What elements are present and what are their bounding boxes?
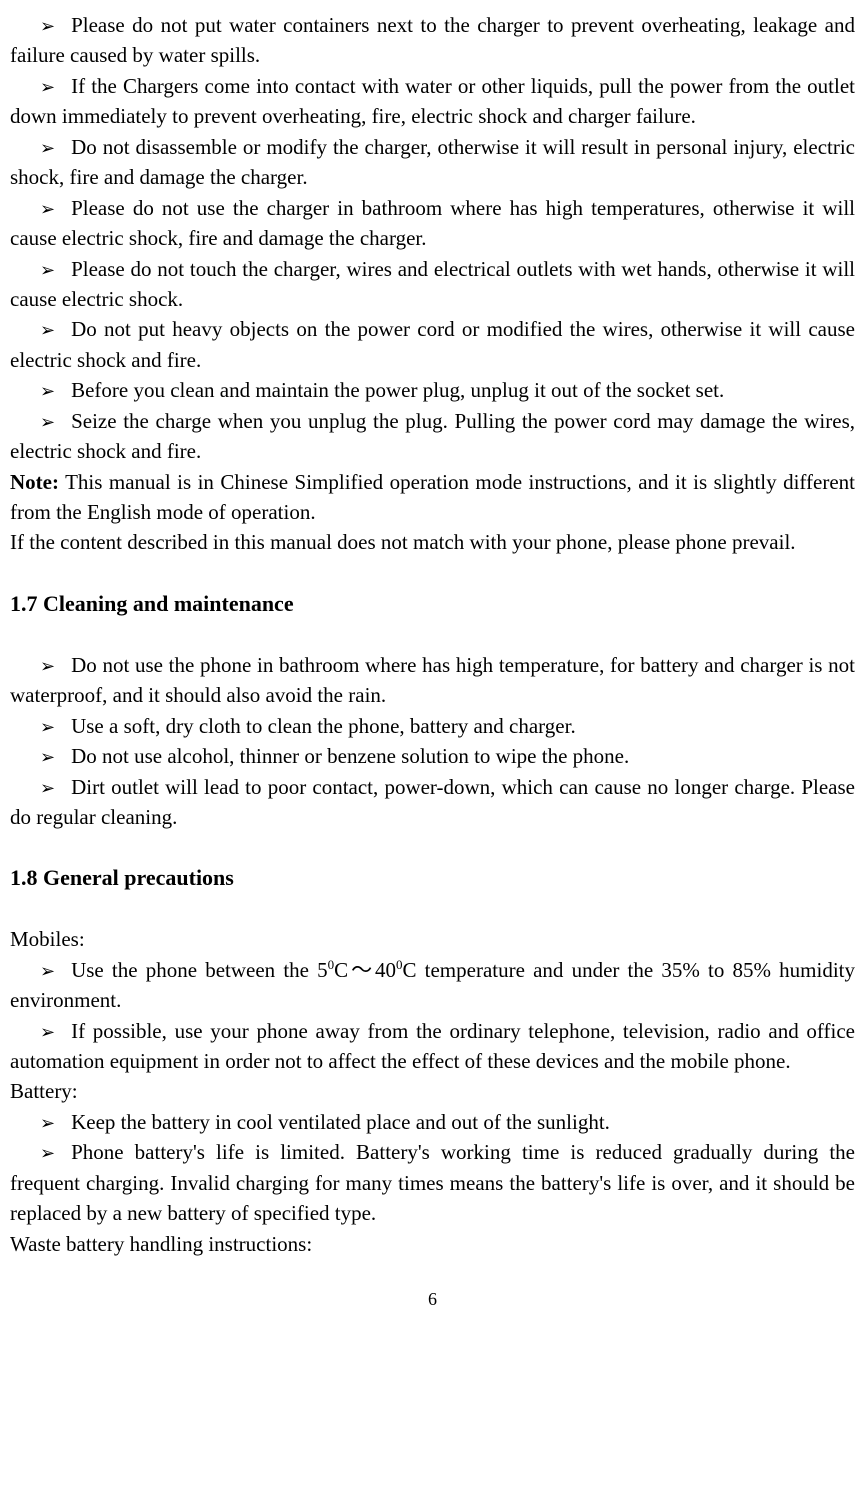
bullet-item: ➢Do not use the phone in bathroom where …	[10, 650, 855, 711]
bullet-glyph: ➢	[10, 656, 71, 676]
bullet-glyph: ➢	[10, 16, 71, 36]
bullet-item: ➢Before you clean and maintain the power…	[10, 375, 855, 405]
note-label: Note:	[10, 470, 59, 494]
bullet-glyph: ➢	[10, 1113, 71, 1133]
bullet-glyph: ➢	[10, 778, 71, 798]
bullet-item: ➢Please do not touch the charger, wires …	[10, 254, 855, 315]
superscript: 0	[328, 957, 335, 972]
superscript: 0	[396, 957, 403, 972]
bullet-glyph: ➢	[10, 717, 71, 737]
bullet-item: ➢If the Chargers come into contact with …	[10, 71, 855, 132]
section-heading: 1.7 Cleaning and maintenance	[10, 588, 855, 620]
bullet-item: ➢Do not use alcohol, thinner or benzene …	[10, 741, 855, 771]
section-heading: 1.8 General precautions	[10, 862, 855, 894]
body-text: Mobiles:	[10, 924, 855, 954]
bullet-item: ➢Phone battery's life is limited. Batter…	[10, 1137, 855, 1228]
document-page: ➢Please do not put water containers next…	[0, 0, 865, 1310]
bullet-glyph: ➢	[10, 199, 71, 219]
bullet-item: ➢Please do not use the charger in bathro…	[10, 193, 855, 254]
bullet-item: ➢Dirt outlet will lead to poor contact, …	[10, 772, 855, 833]
bullet-item: ➢Do not put heavy objects on the power c…	[10, 314, 855, 375]
bullet-item: ➢Do not disassemble or modify the charge…	[10, 132, 855, 193]
bullet-glyph: ➢	[10, 747, 71, 767]
bullet-glyph: ➢	[10, 412, 71, 432]
body-text: If the content described in this manual …	[10, 527, 855, 557]
bullet-glyph: ➢	[10, 1022, 71, 1042]
bullet-glyph: ➢	[10, 138, 71, 158]
bullet-item: ➢Keep the battery in cool ventilated pla…	[10, 1107, 855, 1137]
bullet-glyph: ➢	[10, 260, 71, 280]
bullet-glyph: ➢	[10, 320, 71, 340]
bullet-item: ➢Seize the charge when you unplug the pl…	[10, 406, 855, 467]
bullet-item: ➢Use a soft, dry cloth to clean the phon…	[10, 711, 855, 741]
body-text: Battery:	[10, 1076, 855, 1106]
bullet-item: ➢Please do not put water containers next…	[10, 10, 855, 71]
bullet-item: ➢Use the phone between the 50C～400C temp…	[10, 955, 855, 1016]
note-line: Note: This manual is in Chinese Simplifi…	[10, 467, 855, 528]
bullet-glyph: ➢	[10, 1143, 71, 1163]
bullet-glyph: ➢	[10, 961, 71, 981]
bullet-item: ➢If possible, use your phone away from t…	[10, 1016, 855, 1077]
bullet-glyph: ➢	[10, 381, 71, 401]
page-number: 6	[10, 1289, 855, 1310]
bullet-glyph: ➢	[10, 77, 71, 97]
body-text: Waste battery handling instructions:	[10, 1229, 855, 1259]
